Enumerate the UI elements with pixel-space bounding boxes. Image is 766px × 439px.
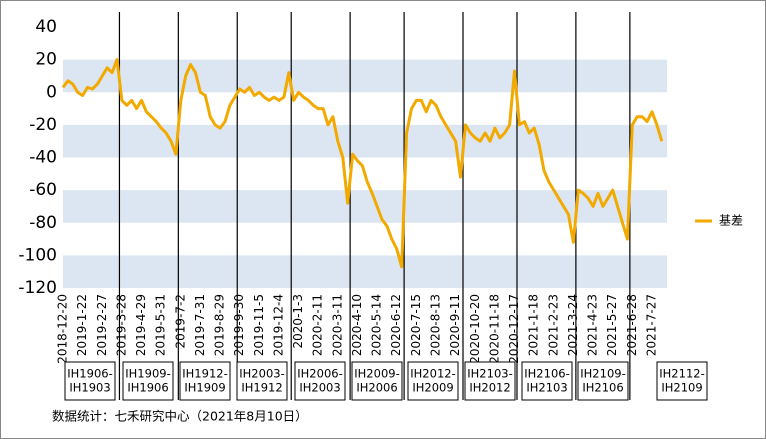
x-tick-label: 2019-12-4	[271, 294, 285, 356]
contract-box	[122, 361, 174, 401]
x-tick-label: 2019-9-30	[232, 294, 246, 356]
contract-label: IH2106	[582, 381, 623, 395]
contract-box	[577, 361, 629, 401]
x-tick-label: 2020-10-20	[468, 294, 482, 364]
x-tick-label: 2020-2-11	[311, 294, 325, 356]
y-tick-label: -120	[18, 278, 57, 298]
x-tick-label: 2019-3-28	[114, 294, 128, 356]
contract-label: IH1909	[184, 381, 225, 395]
contract-box	[656, 361, 708, 401]
x-tick-label: 2020-5-14	[370, 294, 384, 356]
source-note: 数据统计：七禾研究中心（2021年8月10日）	[52, 409, 308, 424]
x-tick-label: 2020-9-11	[448, 294, 462, 356]
x-tick-label: 2020-3-11	[330, 294, 344, 356]
legend-label: 基差	[719, 214, 743, 228]
y-tick-label: -40	[29, 148, 57, 168]
contract-box	[464, 361, 516, 401]
contract-label: IH1906	[127, 381, 168, 395]
contract-label: IH2103	[526, 381, 567, 395]
x-tick-label: 2021-4-23	[586, 294, 600, 356]
x-tick-label: 2021-5-27	[605, 294, 619, 356]
x-tick-label: 2020-11-18	[487, 294, 501, 364]
x-tick-label: 2019-5-31	[154, 294, 168, 356]
x-tick-label: 2019-7-2	[173, 294, 187, 348]
x-tick-label: 2021-7-27	[644, 294, 658, 356]
contract-label: IH2009	[412, 381, 453, 395]
x-tick-label: 2019-8-29	[213, 294, 227, 356]
contract-label: IH1909-	[125, 367, 170, 381]
x-tick-label: 2020-4-10	[350, 294, 364, 356]
contract-box	[179, 361, 231, 401]
x-tick-label: 2019-4-29	[134, 294, 148, 356]
y-tick-label: -100	[18, 245, 57, 265]
y-tick-label: 0	[46, 82, 57, 102]
contract-label: IH2006-	[297, 367, 342, 381]
contract-label: IH2109-	[580, 367, 625, 381]
contract-label: IH1912-	[182, 367, 227, 381]
x-tick-label: 2020-6-12	[389, 294, 403, 356]
contract-box	[407, 361, 459, 401]
contract-box	[351, 361, 403, 401]
contract-box	[64, 361, 116, 401]
x-tick-label: 2020-12-17	[507, 294, 521, 364]
x-tick-label: 2019-1-22	[75, 294, 89, 356]
contract-label: IH2112-	[659, 367, 704, 381]
contract-box	[521, 361, 573, 401]
y-tick-label: -80	[29, 213, 57, 233]
grid-band	[63, 255, 667, 288]
x-tick-label: 2019-7-31	[193, 294, 207, 356]
x-tick-label: 2021-6-28	[625, 294, 639, 356]
x-tick-label: 2018-12-20	[56, 294, 70, 364]
grid-band	[63, 59, 667, 93]
contract-label: IH2006	[356, 381, 397, 395]
contract-label: IH1903	[69, 381, 110, 395]
y-tick-label: 40	[35, 17, 57, 37]
x-tick-label: 2021-3-24	[566, 294, 580, 356]
contract-label: IH2103-	[467, 367, 512, 381]
x-tick-label: 2020-1-3	[291, 294, 305, 348]
contract-label: IH2003	[299, 381, 340, 395]
contract-label: IH1912	[241, 381, 282, 395]
x-tick-label: 2019-2-27	[95, 294, 109, 356]
grid-band	[63, 190, 667, 223]
series-line	[61, 58, 664, 269]
x-tick-label: 2021-2-23	[546, 294, 560, 356]
x-tick-label: 2020-7-15	[409, 294, 423, 356]
contract-label: IH2106-	[524, 367, 569, 381]
contract-label: IH2012-	[410, 367, 455, 381]
y-tick-label: -20	[29, 115, 57, 135]
contract-label: IH2009-	[354, 367, 399, 381]
y-tick-label: -60	[29, 180, 57, 200]
x-tick-label: 2019-11-5	[252, 294, 266, 356]
y-tick-label: 20	[35, 50, 57, 70]
contract-box	[236, 361, 288, 401]
contract-label: IH1906-	[67, 367, 112, 381]
contract-box	[294, 361, 346, 401]
x-tick-label: 2021-1-18	[527, 294, 541, 356]
contract-label: IH2003-	[239, 367, 284, 381]
x-tick-label: 2020-8-13	[429, 294, 443, 356]
contract-label: IH2109	[661, 381, 702, 395]
contract-label: IH2012	[469, 381, 510, 395]
